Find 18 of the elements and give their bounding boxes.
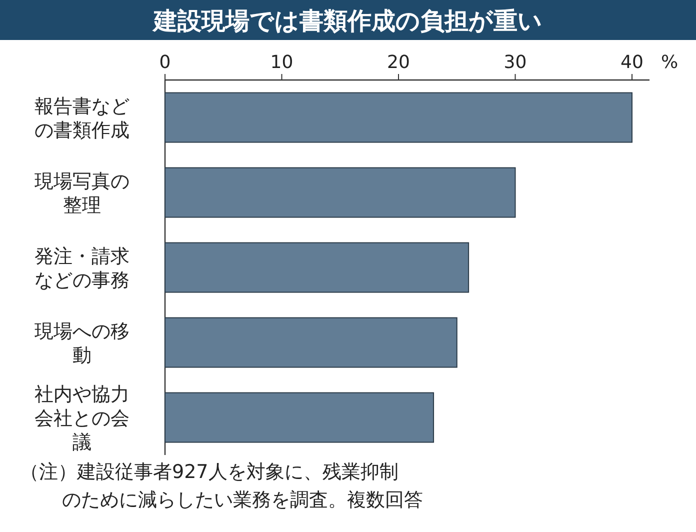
chart-title: 建設現場では書類作成の負担が重い xyxy=(152,7,542,35)
bar xyxy=(164,392,434,443)
bar xyxy=(164,92,632,143)
y-tick-label: 社内や協力会社との会議 xyxy=(34,384,130,454)
x-tick-label: 20 xyxy=(387,52,410,73)
y-tick-label: 報告書などの書類作成 xyxy=(34,96,130,142)
x-tick-label: 40 xyxy=(620,52,644,73)
y-tick-label: 発注・請求などの事務 xyxy=(34,246,130,292)
x-tick-label: 30 xyxy=(504,52,527,73)
bar xyxy=(164,167,516,218)
bar xyxy=(164,242,470,293)
x-tick-label: 10 xyxy=(270,52,294,73)
x-axis-title: % xyxy=(660,52,678,73)
x-tick-label: 0 xyxy=(159,52,171,73)
bar xyxy=(164,317,458,368)
y-tick-label: 現場への移動 xyxy=(34,320,130,366)
text: （注）建設従事者927人を対象に、残業抑制のために減らしたい業務を調査。複数回答 xyxy=(20,461,423,511)
y-tick-label: 現場写真の整理 xyxy=(34,170,130,216)
